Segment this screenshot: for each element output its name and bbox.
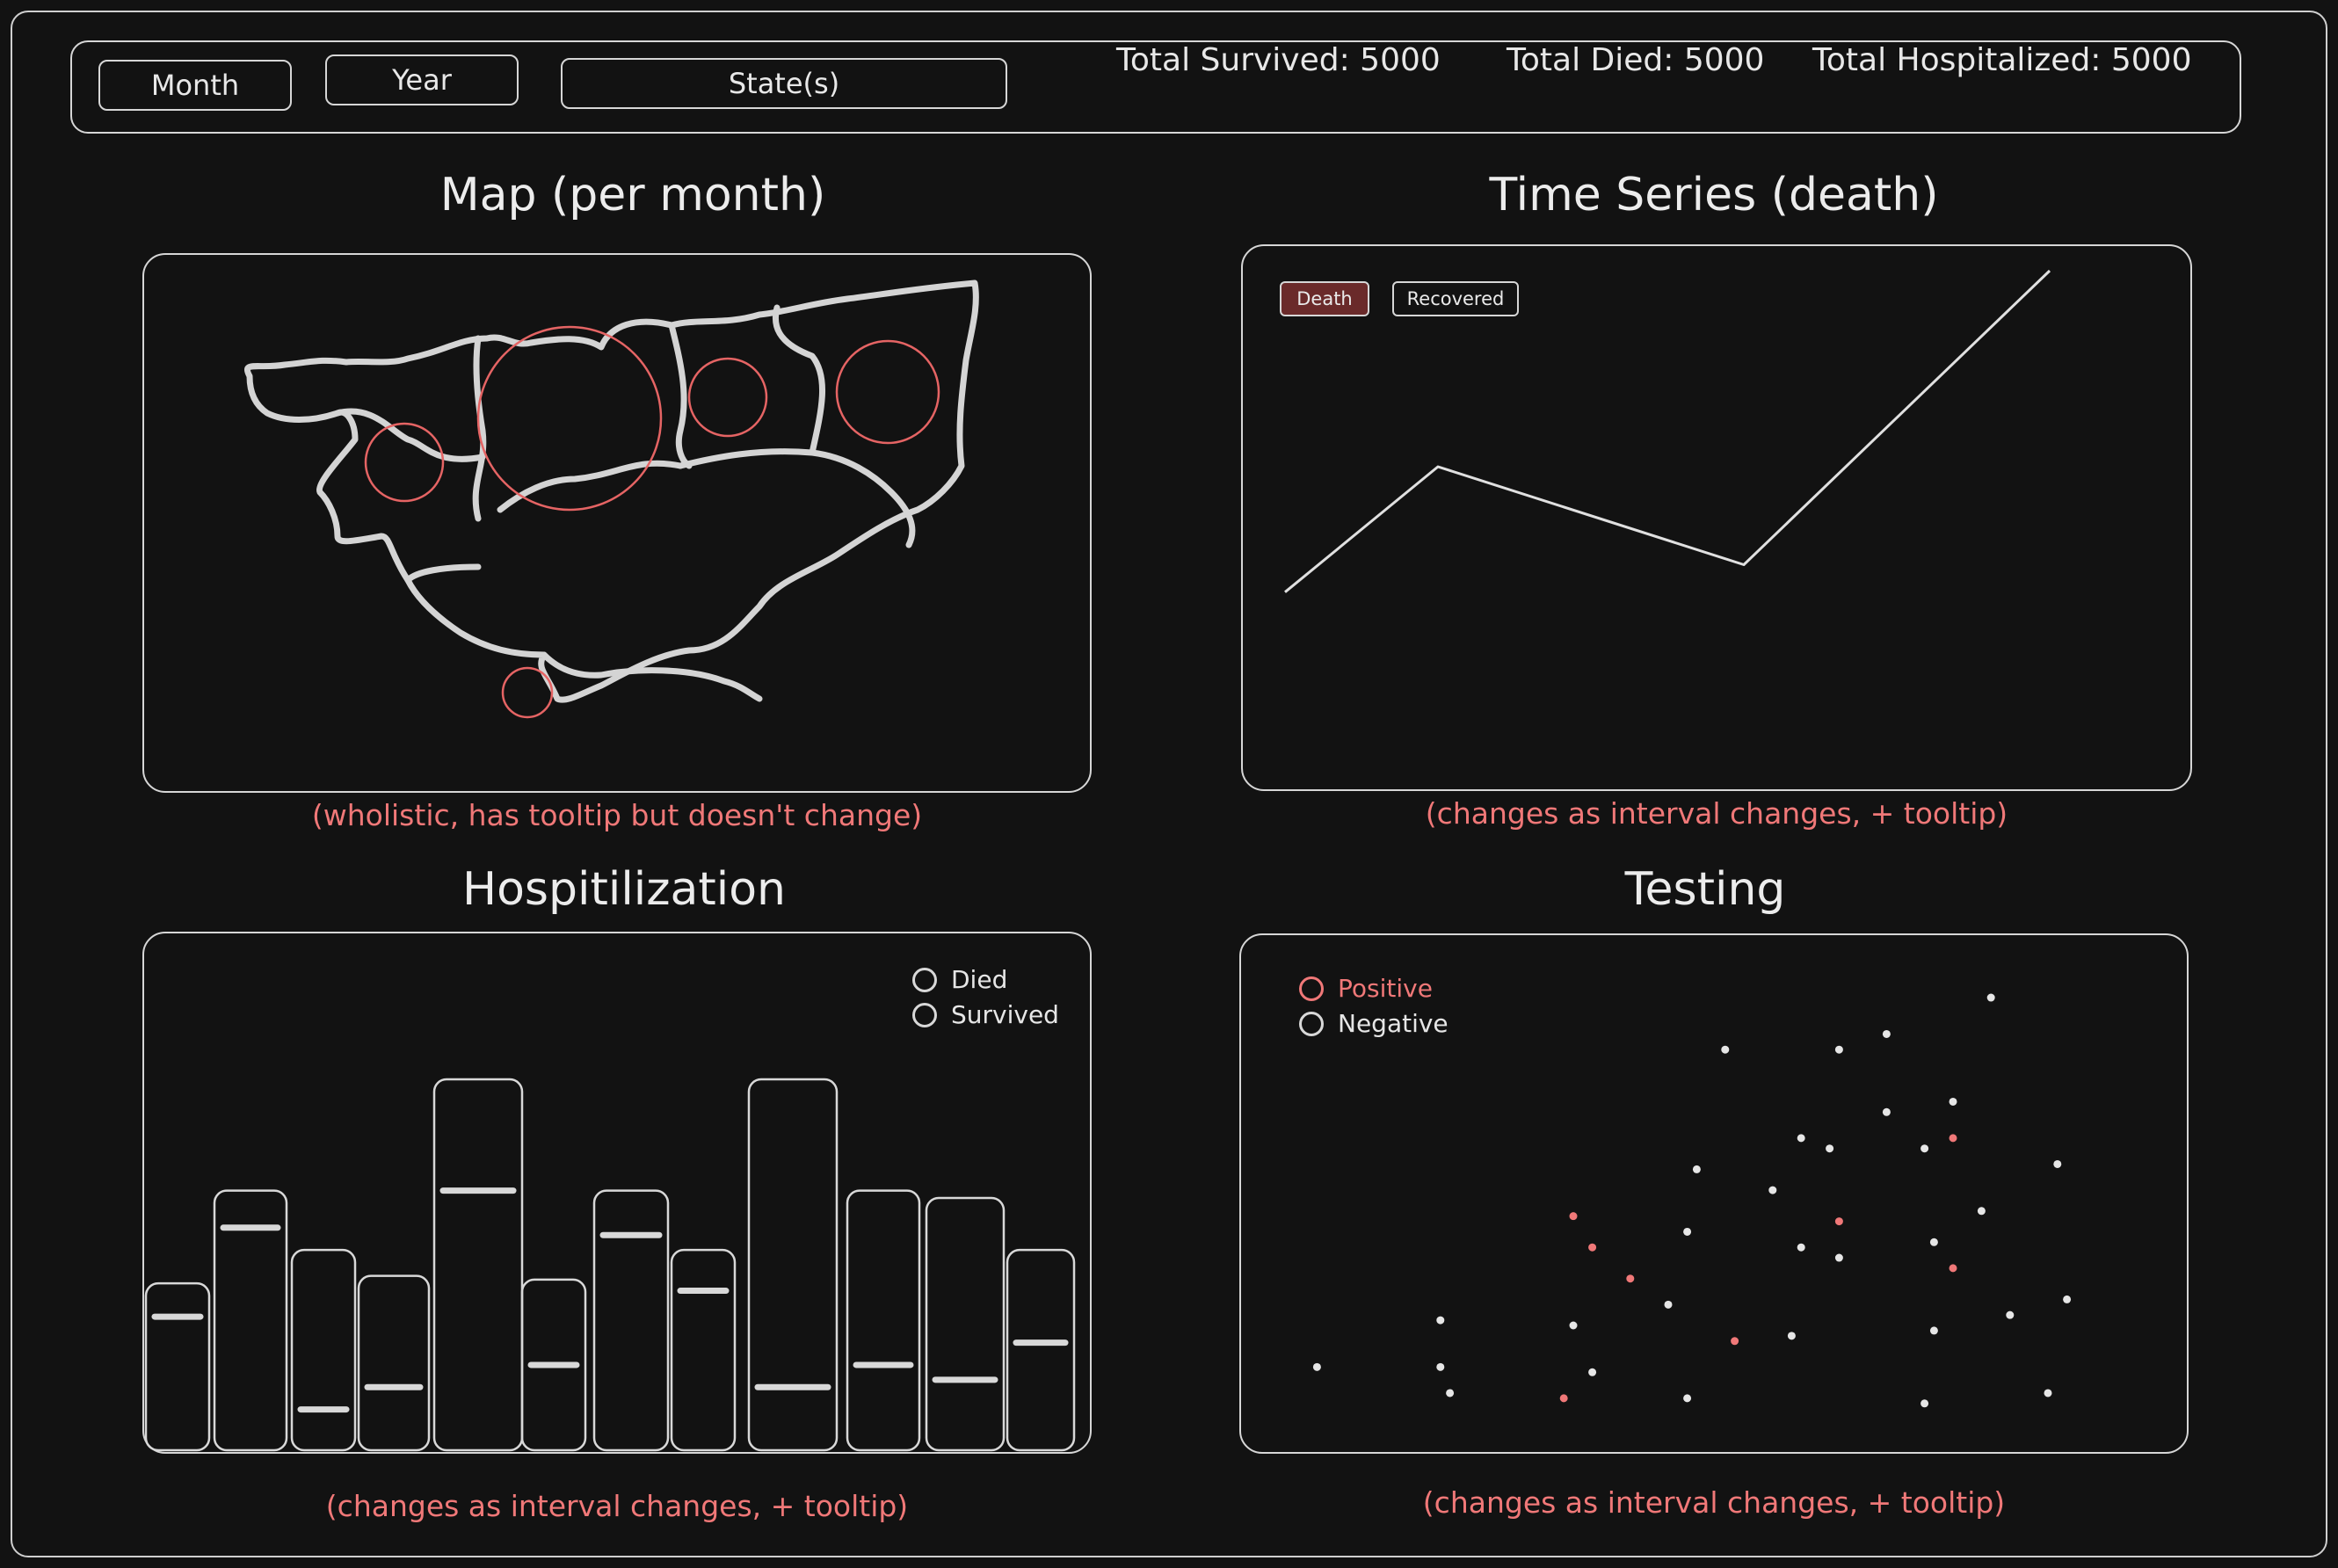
hospitalization-bar[interactable] — [213, 1189, 288, 1452]
hospitalization-note: (changes as interval changes, + tooltip) — [325, 1489, 909, 1523]
negative-point[interactable] — [1692, 1165, 1701, 1173]
negative-point[interactable] — [1436, 1362, 1445, 1371]
negative-point[interactable] — [1797, 1134, 1805, 1143]
map-bubbles — [364, 325, 940, 719]
negative-point[interactable] — [1768, 1186, 1777, 1194]
hospitalization-bar[interactable] — [432, 1078, 524, 1452]
total-died: Total Died: 5000 — [1507, 42, 1765, 78]
map-svg[interactable] — [144, 255, 1093, 795]
map-bubble[interactable] — [364, 422, 445, 503]
negative-point[interactable] — [1312, 1362, 1321, 1371]
negative-point[interactable] — [1436, 1316, 1445, 1325]
positive-point[interactable] — [1834, 1217, 1843, 1226]
map-title: Map (per month) — [439, 169, 826, 221]
map-note: (wholistic, has tooltip but doesn't chan… — [311, 798, 923, 832]
filter-toolbar — [70, 40, 2241, 134]
death-toggle-button[interactable]: Death — [1280, 281, 1369, 316]
negative-point[interactable] — [1882, 1107, 1891, 1116]
negative-point[interactable] — [2006, 1310, 2015, 1319]
negative-point[interactable] — [2053, 1159, 2062, 1168]
legend-survived[interactable]: Survived — [912, 1000, 1059, 1029]
negative-point[interactable] — [1977, 1207, 1986, 1216]
timeseries-panel[interactable]: Death Recovered — [1241, 244, 2192, 791]
positive-point[interactable] — [1569, 1212, 1578, 1221]
negative-point[interactable] — [1929, 1326, 1938, 1335]
year-button[interactable]: Year — [325, 54, 519, 105]
legend-negative-label: Negative — [1338, 1009, 1449, 1038]
negative-point[interactable] — [1664, 1300, 1673, 1309]
legend-survived-label: Survived — [951, 1000, 1059, 1029]
map-bubble[interactable] — [687, 357, 768, 438]
negative-point[interactable] — [1446, 1389, 1455, 1397]
negative-point[interactable] — [1683, 1394, 1692, 1403]
negative-point[interactable] — [1797, 1243, 1805, 1252]
hospitalization-bar[interactable] — [846, 1189, 921, 1452]
hospitalization-bar[interactable] — [290, 1248, 357, 1452]
total-hospitalized: Total Hospitalized: 5000 — [1812, 42, 2192, 78]
negative-point[interactable] — [1882, 1029, 1891, 1038]
negative-point[interactable] — [1721, 1045, 1730, 1054]
testing-scatter-chart[interactable] — [1241, 935, 2190, 1455]
negative-point[interactable] — [1929, 1238, 1938, 1246]
timeseries-note: (changes as interval changes, + tooltip) — [1425, 796, 2008, 831]
negative-point[interactable] — [1569, 1321, 1578, 1330]
death-series-line[interactable] — [1284, 269, 2051, 593]
hospitalization-bar[interactable] — [144, 1281, 211, 1452]
testing-title: Testing — [1624, 863, 1786, 916]
negative-point[interactable] — [1949, 1097, 1957, 1106]
testing-panel[interactable]: Positive Negative — [1239, 933, 2189, 1454]
negative-point[interactable] — [1834, 1045, 1843, 1054]
timeseries-title: Time Series (death) — [1489, 169, 1939, 221]
positive-point[interactable] — [1626, 1274, 1635, 1283]
states-button[interactable]: State(s) — [561, 58, 1007, 109]
radio-icon — [912, 1002, 937, 1027]
hospitalization-bar[interactable] — [1006, 1248, 1076, 1452]
hospitalization-bar[interactable] — [592, 1189, 670, 1452]
negative-point[interactable] — [1986, 993, 1995, 1002]
legend-positive-label: Positive — [1338, 974, 1433, 1003]
negative-point[interactable] — [1826, 1144, 1834, 1153]
map-bubble[interactable] — [835, 339, 940, 445]
negative-point[interactable] — [1588, 1368, 1597, 1376]
legend-negative[interactable]: Negative — [1299, 1009, 1449, 1038]
hospitalization-bar[interactable] — [747, 1078, 839, 1452]
negative-point[interactable] — [1920, 1399, 1929, 1408]
timeseries-chart[interactable] — [1243, 246, 2194, 793]
positive-point[interactable] — [1949, 1134, 1957, 1143]
radio-icon — [912, 967, 937, 992]
map-bubble[interactable] — [476, 325, 663, 512]
hospitalization-bar-chart[interactable] — [144, 933, 1093, 1455]
map-region-borders — [244, 279, 979, 703]
hospitalization-bar[interactable] — [520, 1278, 587, 1452]
legend-died-label: Died — [951, 965, 1008, 994]
negative-point[interactable] — [1920, 1144, 1929, 1153]
map-bubble[interactable] — [501, 666, 554, 719]
map-panel[interactable] — [142, 253, 1092, 793]
hospitalization-panel[interactable]: Died Survived — [142, 932, 1092, 1454]
hospitalization-bar[interactable] — [357, 1274, 431, 1452]
radio-icon — [1299, 976, 1324, 1001]
hospitalization-bar[interactable] — [925, 1196, 1006, 1452]
recovered-toggle-button[interactable]: Recovered — [1392, 281, 1519, 316]
negative-point[interactable] — [1787, 1332, 1796, 1340]
legend-died[interactable]: Died — [912, 965, 1007, 994]
negative-point[interactable] — [2063, 1295, 2072, 1303]
negative-point[interactable] — [2044, 1389, 2052, 1397]
negative-point[interactable] — [1834, 1253, 1843, 1262]
negative-point[interactable] — [1683, 1227, 1692, 1236]
positive-point[interactable] — [1731, 1337, 1739, 1346]
positive-point[interactable] — [1559, 1394, 1568, 1403]
radio-icon — [1299, 1011, 1324, 1036]
positive-point[interactable] — [1588, 1243, 1597, 1252]
app-frame — [11, 11, 2327, 1557]
month-button[interactable]: Month — [98, 60, 292, 111]
hospitalization-title: Hospitilization — [462, 863, 786, 916]
legend-positive[interactable]: Positive — [1299, 974, 1433, 1003]
positive-point[interactable] — [1949, 1264, 1957, 1273]
testing-note: (changes as interval changes, + tooltip) — [1422, 1485, 2006, 1520]
total-survived: Total Survived: 5000 — [1116, 42, 1441, 78]
hospitalization-bar[interactable] — [670, 1248, 737, 1452]
